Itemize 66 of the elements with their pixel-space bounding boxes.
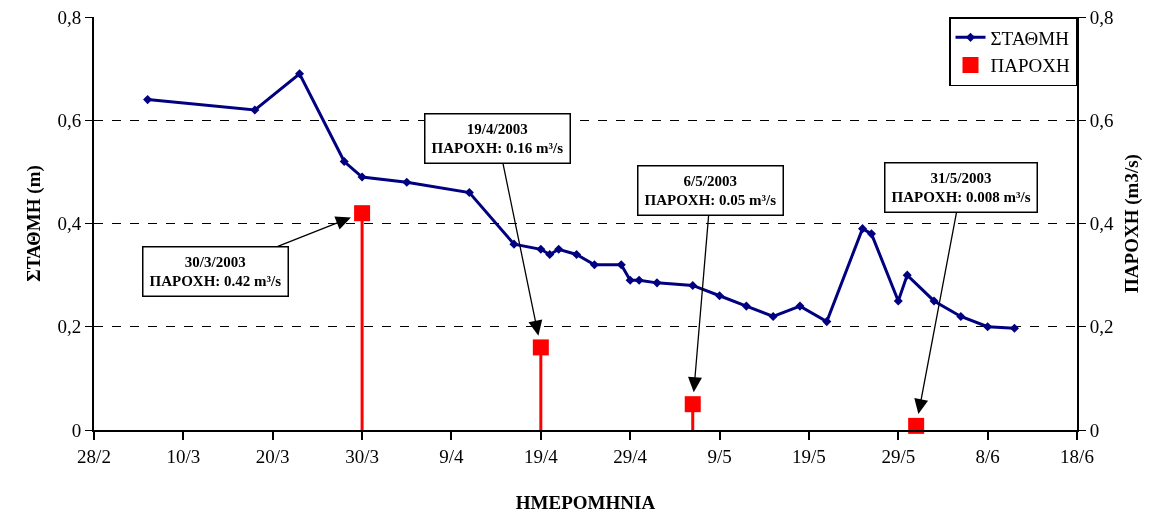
x-tick-label: 30/3 bbox=[345, 445, 379, 467]
y-tick-label: 0 bbox=[71, 419, 82, 441]
x-tick-label: 29/5 bbox=[881, 445, 916, 467]
point bbox=[357, 172, 367, 182]
y-tick-label: 0,8 bbox=[57, 6, 82, 28]
point bbox=[983, 322, 993, 332]
point bbox=[354, 205, 371, 222]
x-axis-title: ΗΜΕΡΟΜΗΝΙΑ bbox=[515, 492, 656, 514]
y-tick-label: 0,2 bbox=[57, 316, 82, 338]
point bbox=[616, 260, 626, 270]
x-tick-label: 9/5 bbox=[707, 445, 732, 467]
point bbox=[652, 278, 662, 288]
point bbox=[634, 275, 644, 285]
point bbox=[866, 229, 877, 239]
point bbox=[893, 296, 903, 306]
point bbox=[684, 396, 701, 413]
x-tick-label: 18/6 bbox=[1060, 445, 1094, 467]
point bbox=[554, 244, 564, 254]
x-tick-label: 28/2 bbox=[77, 445, 111, 467]
point bbox=[929, 296, 939, 306]
point bbox=[250, 105, 260, 115]
x-tick-label: 29/4 bbox=[613, 445, 648, 467]
y2-axis-title: ΠΑΡΟΧΗ (m3/s) bbox=[1121, 154, 1144, 293]
point bbox=[536, 244, 546, 254]
point bbox=[402, 177, 412, 187]
point bbox=[572, 249, 582, 260]
point bbox=[715, 291, 725, 301]
point bbox=[741, 301, 751, 311]
x-tick-label: 10/3 bbox=[166, 445, 201, 467]
legend-label: ΣΤΑΘΜΗ bbox=[990, 27, 1070, 49]
point bbox=[589, 260, 599, 270]
x-tick-label: 8/6 bbox=[975, 445, 1000, 467]
x-tick-label: 9/4 bbox=[439, 445, 465, 467]
y-tick-label: 0,4 bbox=[57, 213, 82, 235]
x-tick-label: 20/3 bbox=[255, 445, 290, 467]
annotation: 30/3/2003 ΠΑΡΟΧΗ: 0.42 m³/s bbox=[149, 253, 282, 289]
point bbox=[294, 69, 305, 79]
point bbox=[464, 187, 474, 198]
point bbox=[908, 417, 925, 434]
x-tick-label: 19/5 bbox=[792, 445, 826, 467]
point bbox=[545, 249, 555, 260]
point bbox=[768, 311, 778, 321]
annotation: 6/5/2003 ΠΑΡΟΧΗ: 0.05 m³/s bbox=[644, 172, 777, 208]
y2-tick-label: 0 bbox=[1089, 419, 1100, 441]
y2-tick-label: 0,8 bbox=[1089, 6, 1114, 28]
point bbox=[1009, 323, 1019, 333]
point bbox=[688, 280, 698, 290]
y-axis-title: ΣΤΑΘΜΗ (m) bbox=[22, 165, 45, 282]
y2-tick-label: 0,6 bbox=[1089, 109, 1114, 131]
y-tick-label: 0,6 bbox=[57, 109, 82, 131]
point bbox=[956, 311, 966, 321]
y2-tick-label: 0,2 bbox=[1089, 316, 1114, 338]
point bbox=[339, 157, 349, 167]
annotation: 31/5/2003 ΠΑΡΟΧΗ: 0.008 m³/s bbox=[891, 169, 1031, 205]
y2-tick-label: 0,4 bbox=[1089, 213, 1115, 235]
point bbox=[857, 224, 868, 234]
point bbox=[532, 339, 549, 356]
annotation: 19/4/2003 ΠΑΡΟΧΗ: 0.16 m³/s bbox=[431, 120, 564, 156]
point bbox=[143, 95, 153, 105]
point bbox=[795, 301, 805, 311]
point bbox=[902, 270, 912, 280]
x-tick-label: 19/4 bbox=[523, 445, 559, 467]
point bbox=[625, 275, 635, 285]
legend-label: ΠΑΡΟΧΗ bbox=[990, 55, 1070, 77]
point bbox=[509, 239, 519, 249]
point bbox=[822, 317, 832, 327]
